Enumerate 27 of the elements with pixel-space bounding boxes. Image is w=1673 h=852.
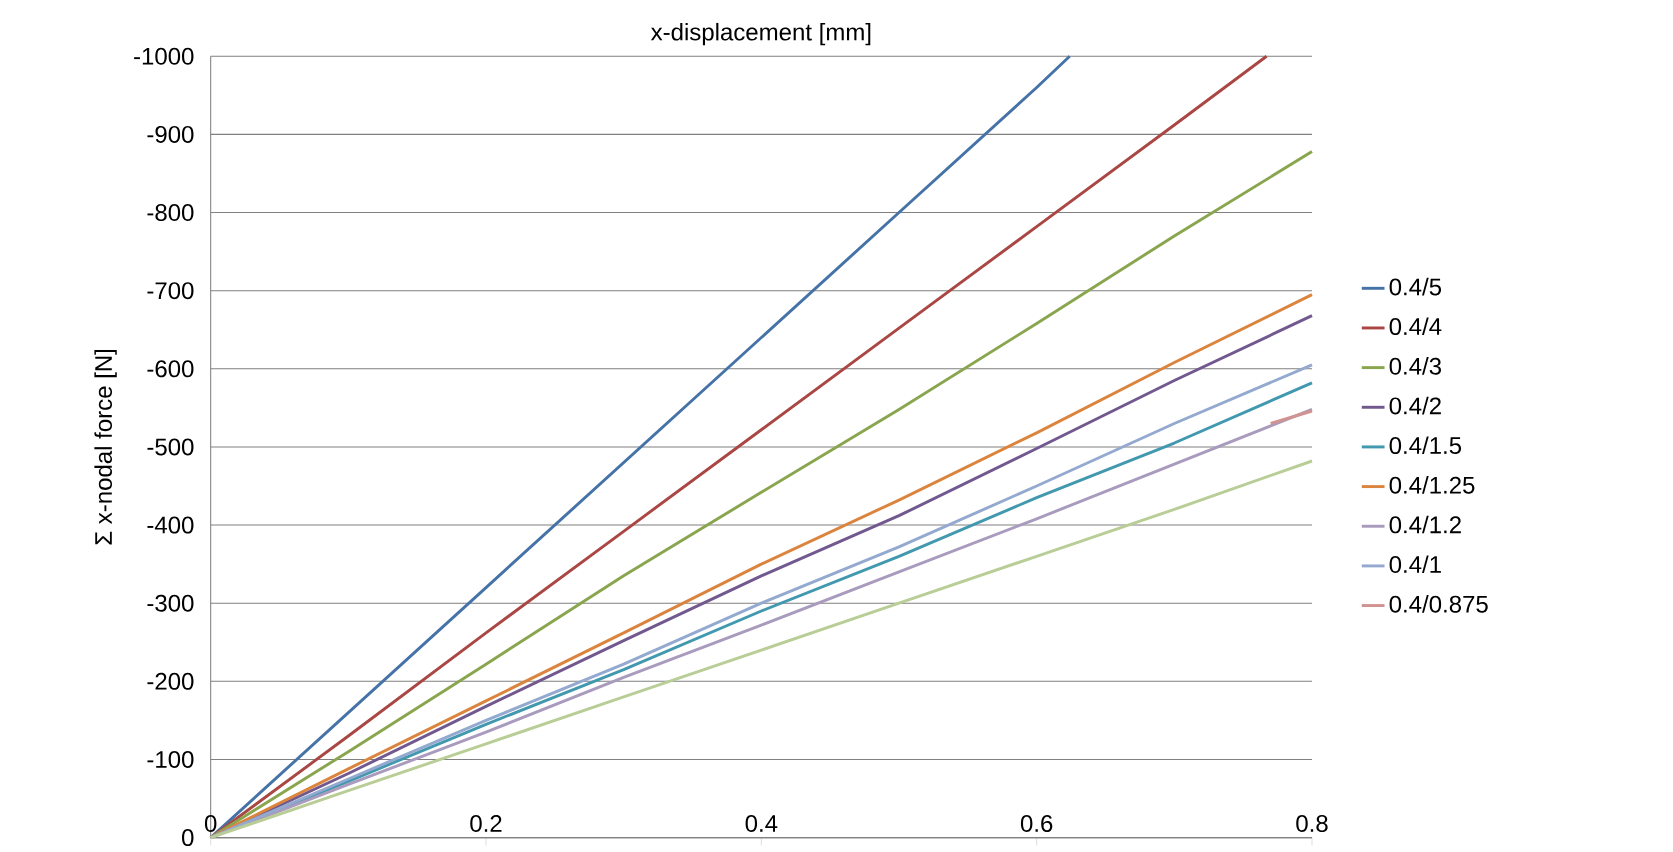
x-axis-title: x-displacement [mm] — [650, 22, 871, 46]
legend-label: 0.4/2 — [1389, 396, 1441, 415]
y-tick-label: -600 — [147, 360, 194, 378]
legend-label: 0.4/3 — [1389, 357, 1441, 375]
y-tick-label: -900 — [147, 125, 194, 143]
legend-label: 0.4/1.25 — [1389, 476, 1475, 494]
y-tick-label: -700 — [147, 282, 194, 300]
y-tick-label: -400 — [147, 516, 194, 534]
legend-label: 0.4/4 — [1389, 317, 1442, 336]
legend-label: 0.4/5 — [1389, 277, 1442, 296]
y-tick-label: -100 — [147, 750, 194, 768]
y-tick-label: -200 — [147, 672, 194, 690]
x-tick-label: 0 — [204, 814, 217, 832]
legend-label: 0.4/1.2 — [1389, 515, 1461, 534]
y-tick-label: -800 — [147, 204, 194, 222]
legend-label: 0.4/0.875 — [1389, 595, 1488, 613]
x-tick-label: 0.4 — [745, 814, 778, 832]
x-tick-label: 0.2 — [470, 814, 502, 832]
legend-label: 0.4/1.5 — [1389, 436, 1462, 455]
y-tick-label: 0 — [182, 829, 194, 847]
x-tick-label: 0.8 — [1296, 814, 1328, 832]
legend-label: 0.4/1 — [1389, 555, 1441, 574]
y-axis-title: Σ x-nodal force [N] — [94, 349, 117, 545]
y-tick-label: -500 — [147, 438, 194, 456]
y-tick-label: -1000 — [134, 47, 194, 65]
x-tick-label: 0.6 — [1020, 814, 1053, 832]
y-tick-label: -300 — [147, 594, 194, 612]
